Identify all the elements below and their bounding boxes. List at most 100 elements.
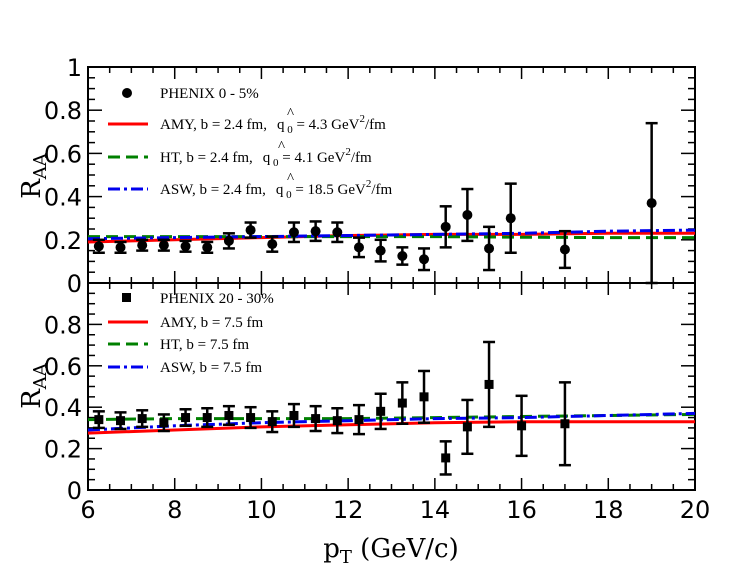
top-legend-ht-prefix: HT, b = 2.4 fm, <box>160 150 253 166</box>
top-legend-ht-sup: 2 <box>345 146 351 158</box>
bottom-panel-points <box>92 340 571 476</box>
top-legend-amy-q: q <box>277 117 285 133</box>
top-panel-ticks <box>87 66 696 284</box>
top-data-point <box>158 240 169 251</box>
xtick-label: 20 <box>680 496 711 524</box>
bottom-curve-amy <box>87 420 695 435</box>
bottom-data-point <box>181 413 191 423</box>
bottom-data-point <box>289 410 299 420</box>
xlabel-main: p <box>323 534 340 564</box>
top-legend-asw-prefix: ASW, b = 2.4 fm, <box>160 182 266 198</box>
top-data-point <box>223 235 234 246</box>
bottom-ytick-label: 0.6 <box>44 353 82 381</box>
xtick-label: 18 <box>593 496 624 524</box>
top-data-point <box>180 241 191 252</box>
bottom-ylabel-sub: AA <box>30 362 51 390</box>
top-legend-amy-hat: ^ <box>287 106 294 122</box>
top-legend-label-phenix: PHENIX 0 - 5% <box>160 86 259 102</box>
bottom-data-point <box>376 406 386 416</box>
xlabel-rest: (GeV/c) <box>352 534 459 564</box>
top-curve-asw <box>87 228 696 241</box>
bottom-y-axis-title: RAA <box>17 362 51 409</box>
bottom-data-point <box>354 415 364 425</box>
top-legend-asw-hat: ^ <box>287 171 294 187</box>
xtick-label: 14 <box>420 496 451 524</box>
top-legend-label-asw: ASW, b = 2.4 fm, q 0 = 18.5 GeV2/fm <box>160 178 393 201</box>
top-data-point <box>202 242 213 253</box>
top-data-point <box>646 198 657 209</box>
bottom-data-point <box>246 413 256 423</box>
top-data-point <box>419 254 430 265</box>
top-ytick-label: 0.6 <box>44 140 82 168</box>
bottom-data-point <box>397 398 407 408</box>
top-legend-asw-q-sub: 0 <box>283 189 292 201</box>
top-legend-ht-hat: ^ <box>278 139 285 155</box>
bottom-ytick-label: 0.8 <box>44 311 82 339</box>
bottom-panel-ticks <box>87 282 696 491</box>
bottom-data-point <box>560 419 570 429</box>
x-tick-labels: 6 8 10 12 14 16 18 20 <box>80 496 710 524</box>
top-panel-curves <box>87 228 696 244</box>
xtick-label: 10 <box>246 496 277 524</box>
bottom-data-point <box>311 414 321 424</box>
bottom-data-point <box>267 417 277 427</box>
top-legend-asw-sup: 2 <box>366 178 372 190</box>
top-panel-points <box>92 121 658 285</box>
bottom-legend-label-ht: HT, b = 7.5 fm <box>160 337 249 353</box>
top-data-point <box>310 226 321 237</box>
top-legend-amy-tail: /fm <box>365 117 386 133</box>
top-data-point <box>137 240 148 251</box>
top-data-point <box>397 251 408 261</box>
top-data-point <box>462 209 473 220</box>
bottom-legend-label-phenix: PHENIX 20 - 30% <box>160 291 274 307</box>
bottom-data-point <box>484 379 494 389</box>
top-data-point <box>505 213 516 224</box>
top-y-axis-title: RAA <box>17 152 51 199</box>
top-legend-label-amy: AMY, b = 2.4 fm, q 0 = 4.3 GeV2/fm <box>160 113 386 136</box>
bottom-ytick-label: 0.4 <box>44 394 82 422</box>
top-data-point <box>267 239 278 250</box>
xtick-label: 16 <box>506 496 537 524</box>
bottom-data-point <box>159 418 169 428</box>
top-legend: PHENIX 0 - 5% AMY, b = 2.4 fm, q 0 = 4.3 … <box>108 86 393 201</box>
top-legend-ht-q-sub: 0 <box>270 157 279 169</box>
xtick-label: 8 <box>167 496 182 524</box>
top-curve-ht <box>88 235 695 240</box>
bottom-legend-marker-phenix <box>122 293 131 302</box>
bottom-data-point <box>94 415 104 425</box>
bottom-data-point <box>441 453 451 463</box>
bottom-data-point <box>462 422 472 432</box>
top-ylabel-sub: AA <box>30 152 51 180</box>
top-ytick-label: 0.8 <box>44 97 82 125</box>
top-data-point <box>559 244 570 255</box>
top-ytick-label: 1 <box>67 54 82 82</box>
bottom-data-point <box>332 416 342 426</box>
bottom-ytick-label: 0.2 <box>44 436 82 464</box>
bottom-data-point <box>419 392 429 402</box>
top-legend-ht-tail: /fm <box>351 150 372 166</box>
top-legend-amy-prefix: AMY, b = 2.4 fm, <box>160 117 267 133</box>
top-data-point <box>245 225 256 236</box>
bottom-data-point <box>116 416 126 426</box>
bottom-data-point <box>202 413 212 423</box>
top-ytick-label: 0.4 <box>44 184 82 212</box>
xtick-label: 6 <box>80 496 95 524</box>
top-data-point <box>375 245 386 256</box>
top-legend-amy-sup: 2 <box>360 113 366 125</box>
top-legend-marker-phenix <box>122 88 132 98</box>
xtick-label: 12 <box>333 496 364 524</box>
top-y-tick-labels: 0 0.2 0.4 0.6 0.8 1 <box>44 54 82 298</box>
bottom-panel-curves <box>87 411 696 435</box>
bottom-data-point <box>224 410 234 420</box>
top-data-point <box>440 221 451 232</box>
top-data-point <box>484 243 495 254</box>
top-legend-asw-value: = 18.5 GeV <box>292 182 366 198</box>
top-ytick-label: 0.2 <box>44 227 82 255</box>
top-ytick-label: 0 <box>67 270 82 298</box>
bottom-data-point <box>517 421 527 431</box>
top-legend-ht-value: = 4.1 GeV <box>279 150 346 166</box>
bottom-legend: PHENIX 20 - 30% AMY, b = 7.5 fm HT, b = … <box>108 291 274 376</box>
top-legend-asw-tail: /fm <box>371 182 392 198</box>
bottom-legend-label-asw: ASW, b = 7.5 fm <box>160 360 262 376</box>
